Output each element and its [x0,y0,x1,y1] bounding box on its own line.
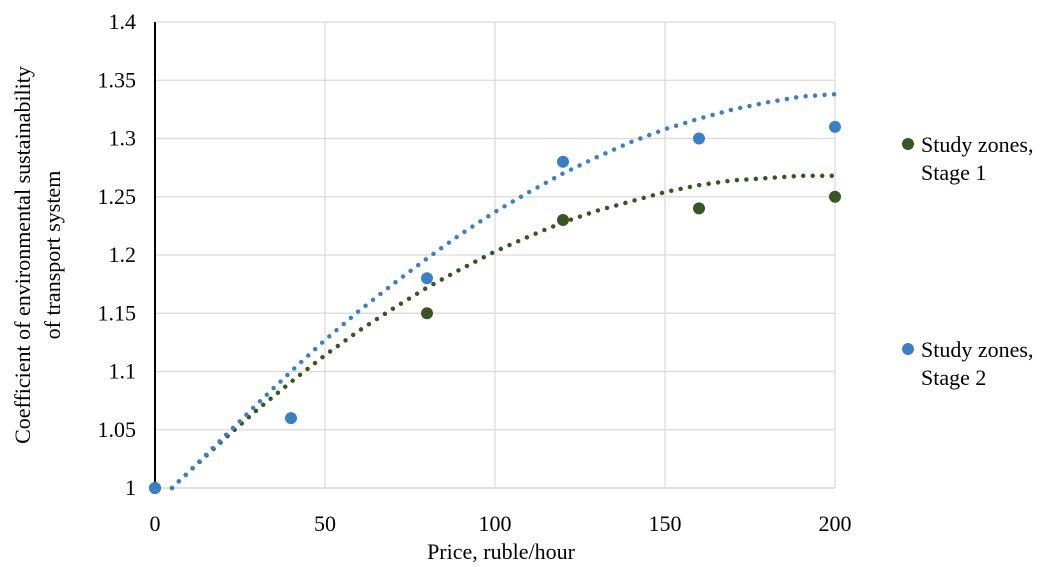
legend: Study zones, Stage 1 Study zones, Stage 2 [902,132,1033,390]
data-point-series-2 [421,272,433,285]
x-axis-title: Price, ruble/hour [427,539,576,564]
y-tick-label: 1.2 [109,242,137,267]
legend-marker-series-2 [902,343,914,355]
legend-label-series-1: Study zones, [921,132,1033,157]
axis-labels: 0 50 100 150 200 1 1.05 1.1 1.15 1.2 1.25 1.3 1.35 1.… [10,9,852,564]
data-point-series-1 [557,214,569,227]
gridlines [155,21,836,488]
data-point-series-1 [421,307,433,320]
data-point-series-2 [557,155,569,168]
legend-marker-series-1 [902,138,914,150]
y-tick-label: 1.35 [98,67,137,92]
x-tick-label: 50 [314,511,336,536]
y-axis-title-line: of transport system [40,171,65,340]
data-point-series-2 [693,132,705,145]
trendlines [169,91,838,491]
legend-label-series-2: Stage 2 [921,365,986,390]
x-tick-label: 100 [479,511,512,536]
data-points [149,120,841,494]
y-tick-label: 1.15 [98,300,137,325]
y-tick-label: 1.4 [109,9,137,34]
x-tick-label: 150 [649,511,682,536]
y-tick-label: 1.1 [109,359,137,384]
y-tick-label: 1.05 [98,417,137,442]
y-axis-title-line: Coefficient of environmental sustainabil… [10,66,35,444]
data-point-series-2 [149,482,161,494]
x-tick-label: 200 [819,511,852,536]
y-tick-label: 1 [125,475,136,500]
trendline-series-1 [169,173,838,491]
data-point-series-1 [693,202,705,215]
x-tick-label: 0 [150,511,161,536]
data-point-series-2 [285,412,297,425]
data-point-series-2 [829,120,841,133]
data-point-series-1 [829,190,841,203]
trendline-series-2 [169,91,838,491]
y-tick-label: 1.3 [109,126,137,151]
legend-label-series-2: Study zones, [921,337,1033,362]
legend-label-series-1: Stage 1 [921,160,986,185]
y-tick-label: 1.25 [98,184,137,209]
axes [154,22,835,489]
